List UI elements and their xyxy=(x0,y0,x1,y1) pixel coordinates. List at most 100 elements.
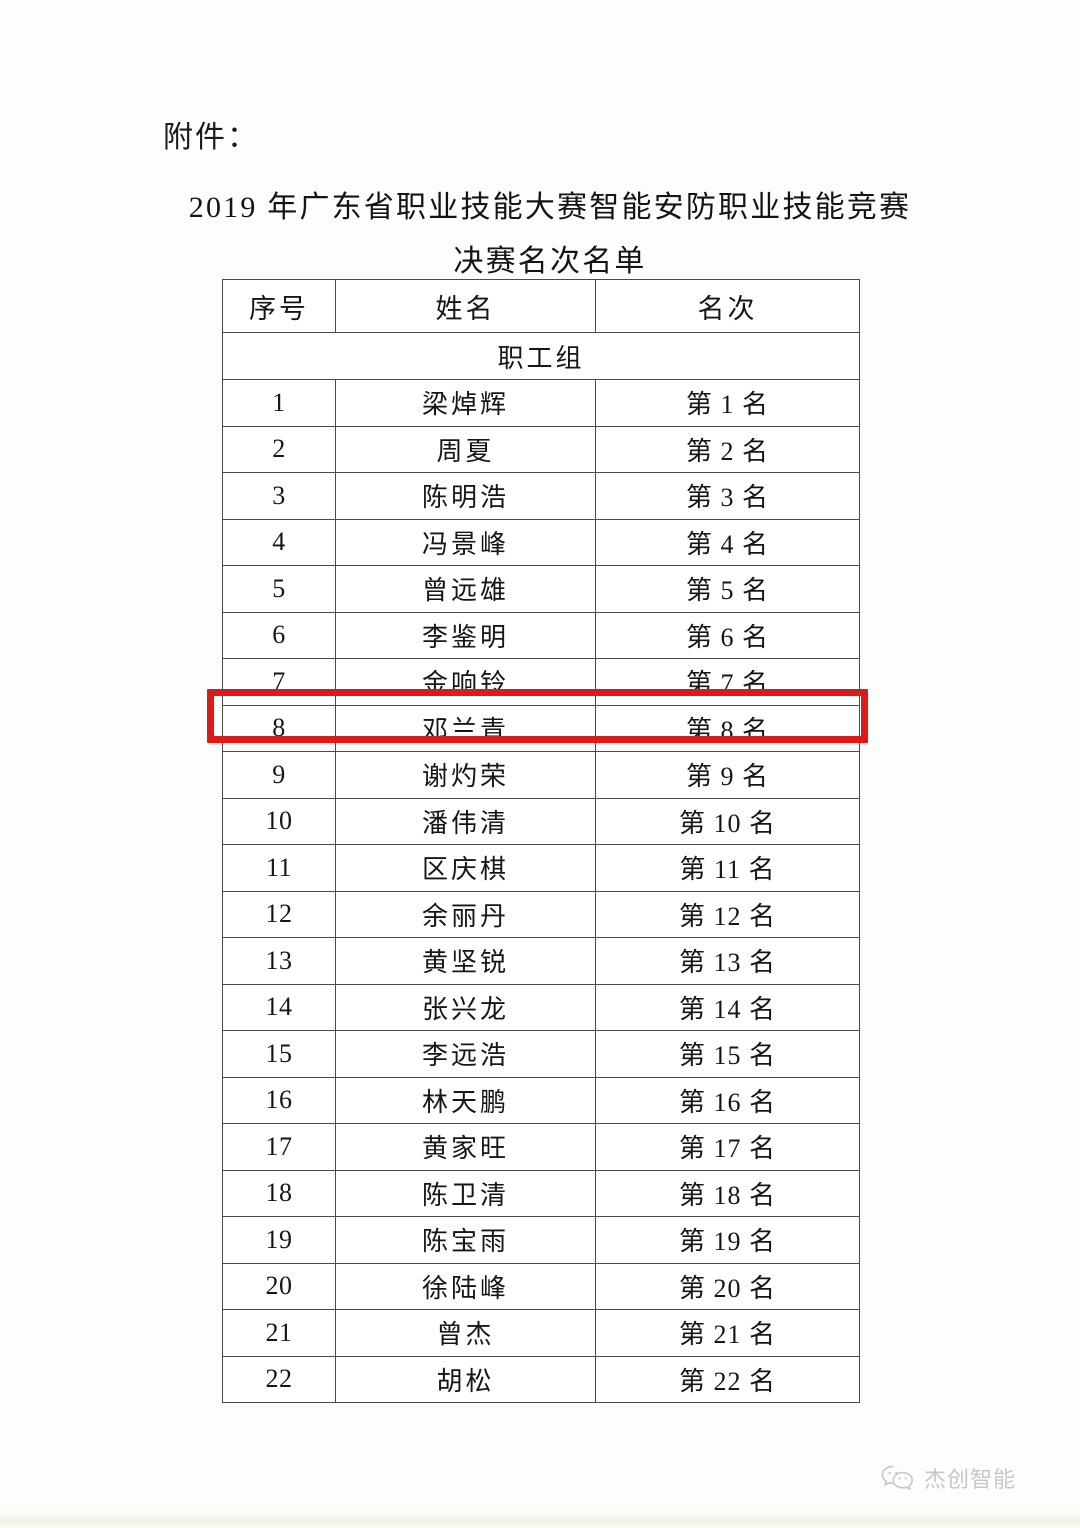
table-row: 1 梁焯辉第 1 名 xyxy=(222,379,860,427)
attachment-label: 附件： xyxy=(163,121,259,154)
cell-name: 区庆棋 xyxy=(335,844,596,892)
cell-name: 胡松 xyxy=(335,1355,596,1403)
cell-index: 22 xyxy=(222,1355,336,1403)
cell-index: 13 xyxy=(222,937,336,985)
cell-rank: 第 22 名 xyxy=(595,1355,860,1403)
cell-rank: 第 6 名 xyxy=(595,611,860,659)
cell-rank: 第 14 名 xyxy=(595,983,860,1031)
cell-name: 徐陆峰 xyxy=(335,1262,596,1310)
cell-index: 7 xyxy=(222,658,336,706)
document-title-line-2: 决赛名次名单 xyxy=(453,245,647,278)
cell-name: 黄家旺 xyxy=(335,1123,596,1171)
cell-rank: 第 20 名 xyxy=(595,1262,860,1310)
cell-name: 林天鹏 xyxy=(335,1076,596,1124)
table-row: 13 黄坚锐第 13 名 xyxy=(222,937,860,985)
table-group-row: 职工组 xyxy=(222,332,860,380)
cell-index: 2 xyxy=(222,425,336,473)
cell-index: 14 xyxy=(222,983,336,1031)
cell-index: 3 xyxy=(222,472,336,520)
cell-index: 12 xyxy=(222,890,336,938)
cell-index: 20 xyxy=(222,1262,336,1310)
cell-rank: 第 15 名 xyxy=(595,1030,860,1078)
table-row: 3 陈明浩第 3 名 xyxy=(222,472,860,520)
table-row: 9 谢灼荣第 9 名 xyxy=(222,751,860,799)
cell-name: 梁焯辉 xyxy=(335,379,596,427)
cell-name: 陈卫清 xyxy=(335,1169,596,1217)
cell-rank: 第 3 名 xyxy=(595,472,860,520)
cell-rank: 第 18 名 xyxy=(595,1169,860,1217)
cell-name: 潘伟清 xyxy=(335,797,596,845)
cell-index: 10 xyxy=(222,797,336,845)
table-row: 17 黄家旺第 17 名 xyxy=(222,1123,860,1171)
table-row: 19 陈宝雨第 19 名 xyxy=(222,1216,860,1264)
table-row: 14 张兴龙第 14 名 xyxy=(222,983,860,1031)
cell-name: 周夏 xyxy=(335,425,596,473)
cell-rank: 第 19 名 xyxy=(595,1216,860,1264)
table-row: 21 曾杰第 21 名 xyxy=(222,1309,860,1357)
column-header-rank: 名次 xyxy=(595,279,860,333)
cell-name: 陈宝雨 xyxy=(335,1216,596,1264)
cell-name: 金响铃 xyxy=(335,658,596,706)
cell-name: 谢灼荣 xyxy=(335,751,596,799)
cell-rank: 第 17 名 xyxy=(595,1123,860,1171)
cell-index: 4 xyxy=(222,518,336,566)
cell-index: 5 xyxy=(222,565,336,613)
cell-rank: 第 16 名 xyxy=(595,1076,860,1124)
table-row-highlighted: 8 邓兰青第 8 名 xyxy=(222,704,860,752)
column-header-name: 姓名 xyxy=(335,279,596,333)
cell-rank: 第 4 名 xyxy=(595,518,860,566)
cell-rank: 第 5 名 xyxy=(595,565,860,613)
table-row: 5 曾远雄第 5 名 xyxy=(222,565,860,613)
column-header-index: 序号 xyxy=(222,279,336,333)
cell-index: 11 xyxy=(222,844,336,892)
watermark-text: 杰创智能 xyxy=(924,1467,1017,1492)
cell-rank: 第 9 名 xyxy=(595,751,860,799)
cell-name: 李鉴明 xyxy=(335,611,596,659)
cell-index: 19 xyxy=(222,1216,336,1264)
cell-rank: 第 21 名 xyxy=(595,1309,860,1357)
table-row: 20 徐陆峰第 20 名 xyxy=(222,1262,860,1310)
table-row: 22 胡松第 22 名 xyxy=(222,1355,860,1403)
cell-name: 邓兰青 xyxy=(335,704,596,752)
cell-rank: 第 7 名 xyxy=(595,658,860,706)
table-row: 15 李远浩第 15 名 xyxy=(222,1030,860,1078)
table-row: 10 潘伟清第 10 名 xyxy=(222,797,860,845)
cell-index: 6 xyxy=(222,611,336,659)
table-row: 6 李鉴明第 6 名 xyxy=(222,611,860,659)
watermark: 杰创智能 xyxy=(880,1462,1016,1494)
table-header-row: 序号 姓名 名次 xyxy=(222,279,860,333)
table-row: 4 冯景峰第 4 名 xyxy=(222,518,860,566)
cell-rank: 第 2 名 xyxy=(595,425,860,473)
cell-name: 张兴龙 xyxy=(335,983,596,1031)
cell-index: 15 xyxy=(222,1030,336,1078)
cell-index: 17 xyxy=(222,1123,336,1171)
table-row: 18 陈卫清第 18 名 xyxy=(222,1169,860,1217)
cell-rank: 第 13 名 xyxy=(595,937,860,985)
cell-rank: 第 1 名 xyxy=(595,379,860,427)
cell-rank: 第 10 名 xyxy=(595,797,860,845)
document-title-line-1: 2019 年广东省职业技能大赛智能安防职业技能竞赛 xyxy=(188,191,912,224)
table-row: 16 林天鹏第 16 名 xyxy=(222,1076,860,1124)
group-label: 职工组 xyxy=(222,332,860,380)
cell-index: 16 xyxy=(222,1076,336,1124)
table-row: 12 余丽丹第 12 名 xyxy=(222,890,860,938)
cell-rank: 第 11 名 xyxy=(595,844,860,892)
cell-name: 冯景峰 xyxy=(335,518,596,566)
cell-name: 李远浩 xyxy=(335,1030,596,1078)
cell-index: 18 xyxy=(222,1169,336,1217)
cell-index: 8 xyxy=(222,704,336,752)
cell-name: 余丽丹 xyxy=(335,890,596,938)
cell-rank: 第 8 名 xyxy=(595,704,860,752)
cell-index: 21 xyxy=(222,1309,336,1357)
cell-name: 黄坚锐 xyxy=(335,937,596,985)
table-row: 7 金响铃第 7 名 xyxy=(222,658,860,706)
cell-rank: 第 12 名 xyxy=(595,890,860,938)
table-row: 2 周夏第 2 名 xyxy=(222,425,860,473)
cell-index: 1 xyxy=(222,379,336,427)
table-row: 11 区庆棋第 11 名 xyxy=(222,844,860,892)
cell-name: 曾远雄 xyxy=(335,565,596,613)
page-bottom-edge xyxy=(0,1506,1080,1528)
